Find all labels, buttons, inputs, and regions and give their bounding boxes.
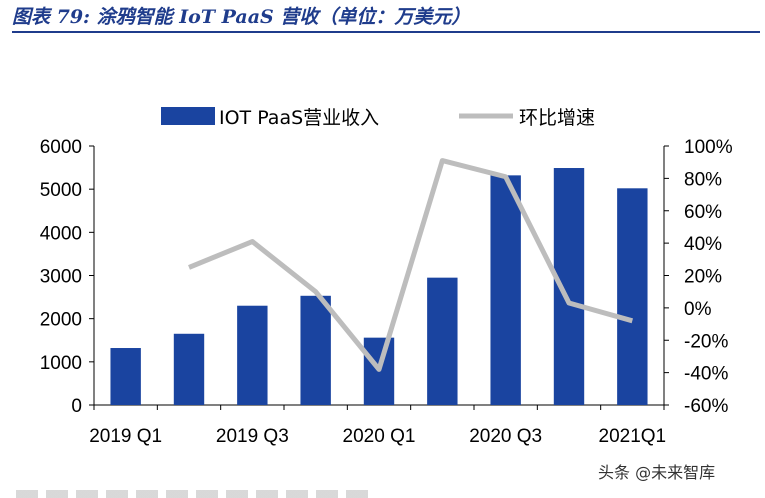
bar-2020-q2	[427, 277, 458, 405]
footer-text-residue	[16, 490, 376, 498]
legend-bar-label: IOT PaaS营业收入	[219, 107, 379, 129]
figure-title: 图表 79: 涂鸦智能 IoT PaaS 营收（单位：万美元）	[12, 6, 471, 28]
right-axis-tick-label: 0%	[684, 299, 712, 320]
left-axis-tick-label: 4000	[40, 223, 82, 244]
left-axis-tick-label: 0	[71, 396, 82, 417]
right-axis-tick-label: 80%	[684, 169, 722, 190]
right-axis-tick-label: 100%	[684, 137, 733, 158]
x-axis-tick-label: 2021Q1	[599, 426, 667, 447]
x-axis-tick-label: 2019 Q1	[89, 426, 162, 447]
right-axis-tick-label: -20%	[684, 331, 728, 352]
title-rule	[12, 31, 760, 33]
legend-line-label: 环比增速	[519, 107, 595, 129]
bar-2019-q2	[173, 333, 205, 405]
left-axis-tick-label: 2000	[40, 310, 82, 331]
bar-2021q1	[617, 188, 648, 405]
bar-2019-q3	[237, 305, 268, 405]
watermark: 头条 @未来智库	[598, 463, 716, 482]
bar-2019-q1	[110, 348, 141, 405]
left-axis-tick-label: 6000	[40, 137, 82, 158]
left-axis-tick-label: 1000	[40, 353, 82, 374]
right-axis-tick-label: -40%	[684, 364, 728, 385]
x-axis-tick-label: 2020 Q1	[343, 426, 416, 447]
legend-bar-swatch	[161, 107, 215, 125]
right-axis-tick-label: 40%	[684, 234, 722, 255]
right-axis-tick-label: 20%	[684, 267, 722, 288]
bar-2020-q3	[490, 175, 521, 405]
right-axis-tick-label: 60%	[684, 202, 722, 223]
x-axis-tick-label: 2020 Q3	[469, 426, 542, 447]
bar-2019-q4	[300, 295, 331, 405]
left-axis-tick-label: 5000	[40, 180, 82, 201]
left-axis-tick-label: 3000	[40, 267, 82, 288]
x-axis-tick-label: 2019 Q3	[216, 426, 289, 447]
growth-rate-line	[188, 158, 634, 372]
right-axis-tick-label: -60%	[684, 396, 728, 417]
